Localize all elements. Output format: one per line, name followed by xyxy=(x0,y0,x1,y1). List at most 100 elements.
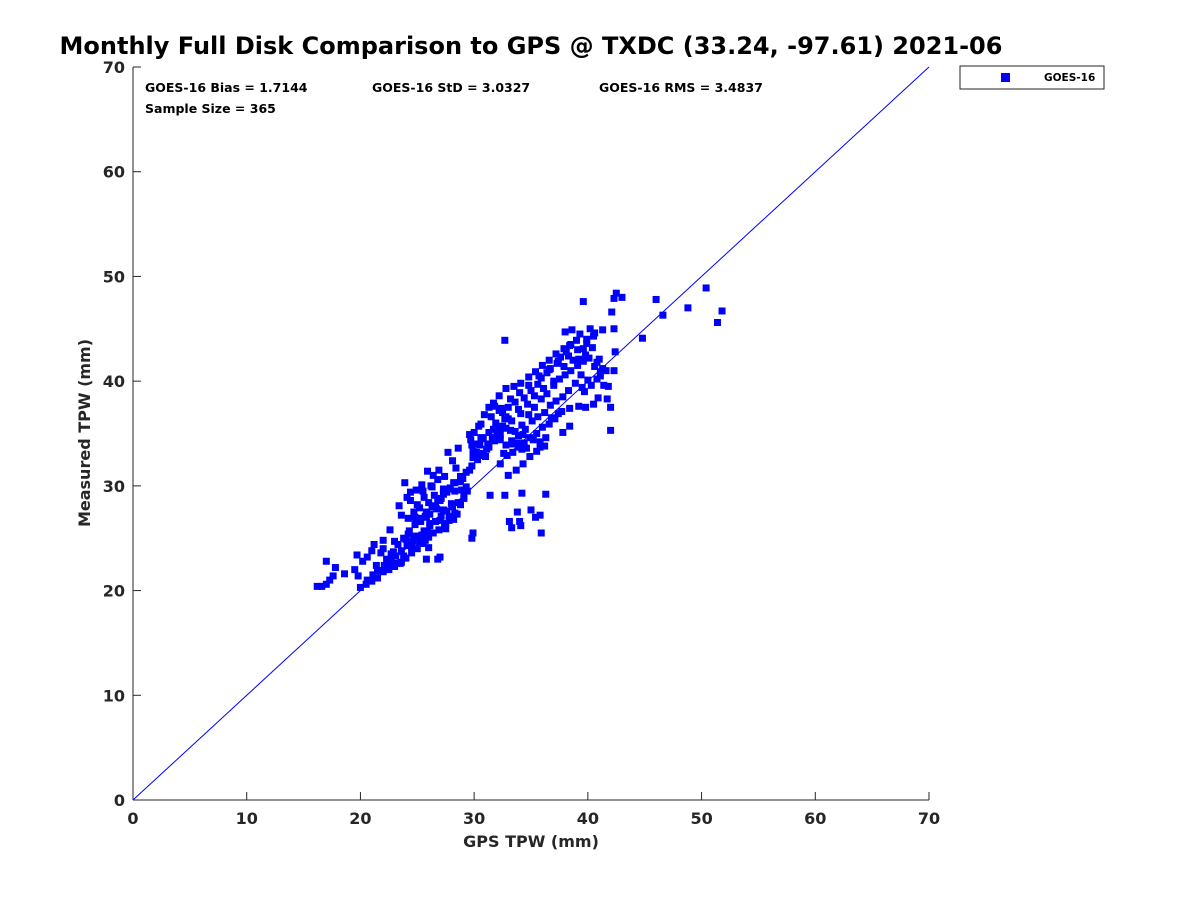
data-point xyxy=(565,352,573,360)
data-point xyxy=(521,425,529,433)
data-point xyxy=(439,490,447,498)
data-point xyxy=(392,552,400,560)
data-point xyxy=(542,434,550,442)
data-point xyxy=(559,393,567,401)
data-point xyxy=(456,472,464,480)
data-point xyxy=(487,413,495,421)
data-point xyxy=(532,513,540,521)
data-point xyxy=(599,326,607,334)
data-point xyxy=(528,417,536,425)
data-point xyxy=(514,432,522,440)
data-point xyxy=(485,403,493,411)
x-tick-label: 10 xyxy=(236,809,258,828)
data-point xyxy=(424,467,432,475)
data-point xyxy=(441,522,449,530)
data-point xyxy=(579,345,587,353)
data-point xyxy=(436,516,444,524)
data-point xyxy=(468,534,476,542)
data-point xyxy=(456,501,464,509)
data-point xyxy=(486,491,494,499)
data-point xyxy=(489,399,497,407)
data-point xyxy=(452,464,460,472)
data-point xyxy=(582,351,590,359)
data-point xyxy=(449,503,457,511)
data-point xyxy=(386,526,394,534)
data-point xyxy=(475,422,483,430)
data-point xyxy=(524,400,532,408)
data-point xyxy=(536,443,544,451)
data-point xyxy=(580,388,588,396)
y-tick-label: 20 xyxy=(103,582,125,601)
data-point xyxy=(538,423,546,431)
data-point xyxy=(472,440,480,448)
data-point xyxy=(594,394,602,402)
y-tick-label: 60 xyxy=(103,163,125,182)
data-point xyxy=(460,492,468,500)
data-point xyxy=(560,362,568,370)
data-point xyxy=(504,403,512,411)
data-point xyxy=(351,566,359,574)
data-point xyxy=(449,457,457,465)
data-point xyxy=(386,556,394,564)
data-point xyxy=(517,410,525,418)
data-point xyxy=(475,451,483,459)
legend-marker xyxy=(1001,73,1010,82)
data-point xyxy=(545,420,553,428)
data-point xyxy=(400,534,408,542)
data-point xyxy=(412,486,420,494)
data-point xyxy=(561,328,569,336)
data-point xyxy=(406,497,414,505)
data-point xyxy=(451,509,459,517)
data-point xyxy=(576,330,584,338)
data-point xyxy=(517,522,525,530)
data-point xyxy=(411,521,419,529)
data-point xyxy=(577,371,585,379)
data-point xyxy=(408,549,416,557)
data-point xyxy=(496,460,504,468)
data-point xyxy=(574,346,582,354)
data-point xyxy=(507,395,515,403)
data-point xyxy=(489,425,497,433)
data-point xyxy=(537,529,545,537)
data-point xyxy=(590,400,598,408)
data-point xyxy=(541,442,549,450)
data-point xyxy=(511,398,519,406)
data-point xyxy=(520,394,528,402)
data-point xyxy=(538,361,546,369)
data-point xyxy=(575,402,583,410)
data-point xyxy=(318,582,326,590)
stat-rms: GOES-16 RMS = 3.4837 xyxy=(599,80,763,95)
x-tick-label: 70 xyxy=(918,809,940,828)
data-point xyxy=(509,448,517,456)
data-point xyxy=(411,513,419,521)
data-point xyxy=(372,561,380,569)
stat-bias: GOES-16 Bias = 1.7144 xyxy=(145,80,308,95)
data-point xyxy=(322,557,330,565)
plot-area: 0 10 20 30 40 50 60 70 0 10 20 30 40 50 60 70 xyxy=(103,58,940,828)
data-point xyxy=(414,532,422,540)
data-point xyxy=(518,489,526,497)
data-point xyxy=(394,540,402,548)
data-point xyxy=(557,353,565,361)
data-point xyxy=(533,447,541,455)
data-point xyxy=(578,383,586,391)
data-point xyxy=(496,436,504,444)
data-point xyxy=(454,444,462,452)
data-point xyxy=(536,511,544,519)
data-point xyxy=(512,466,520,474)
data-point xyxy=(586,325,594,333)
data-point xyxy=(566,404,574,412)
x-tick-label: 60 xyxy=(804,809,826,828)
data-point xyxy=(425,499,433,507)
data-point xyxy=(547,414,555,422)
data-point xyxy=(429,529,437,537)
data-point xyxy=(541,409,549,417)
data-point xyxy=(608,308,616,316)
x-tick-label: 40 xyxy=(577,809,599,828)
data-point xyxy=(504,471,512,479)
data-point xyxy=(502,441,510,449)
data-point xyxy=(522,444,530,452)
stat-sample-size: Sample Size = 365 xyxy=(145,101,276,116)
data-point xyxy=(505,517,513,525)
data-point xyxy=(430,491,438,499)
